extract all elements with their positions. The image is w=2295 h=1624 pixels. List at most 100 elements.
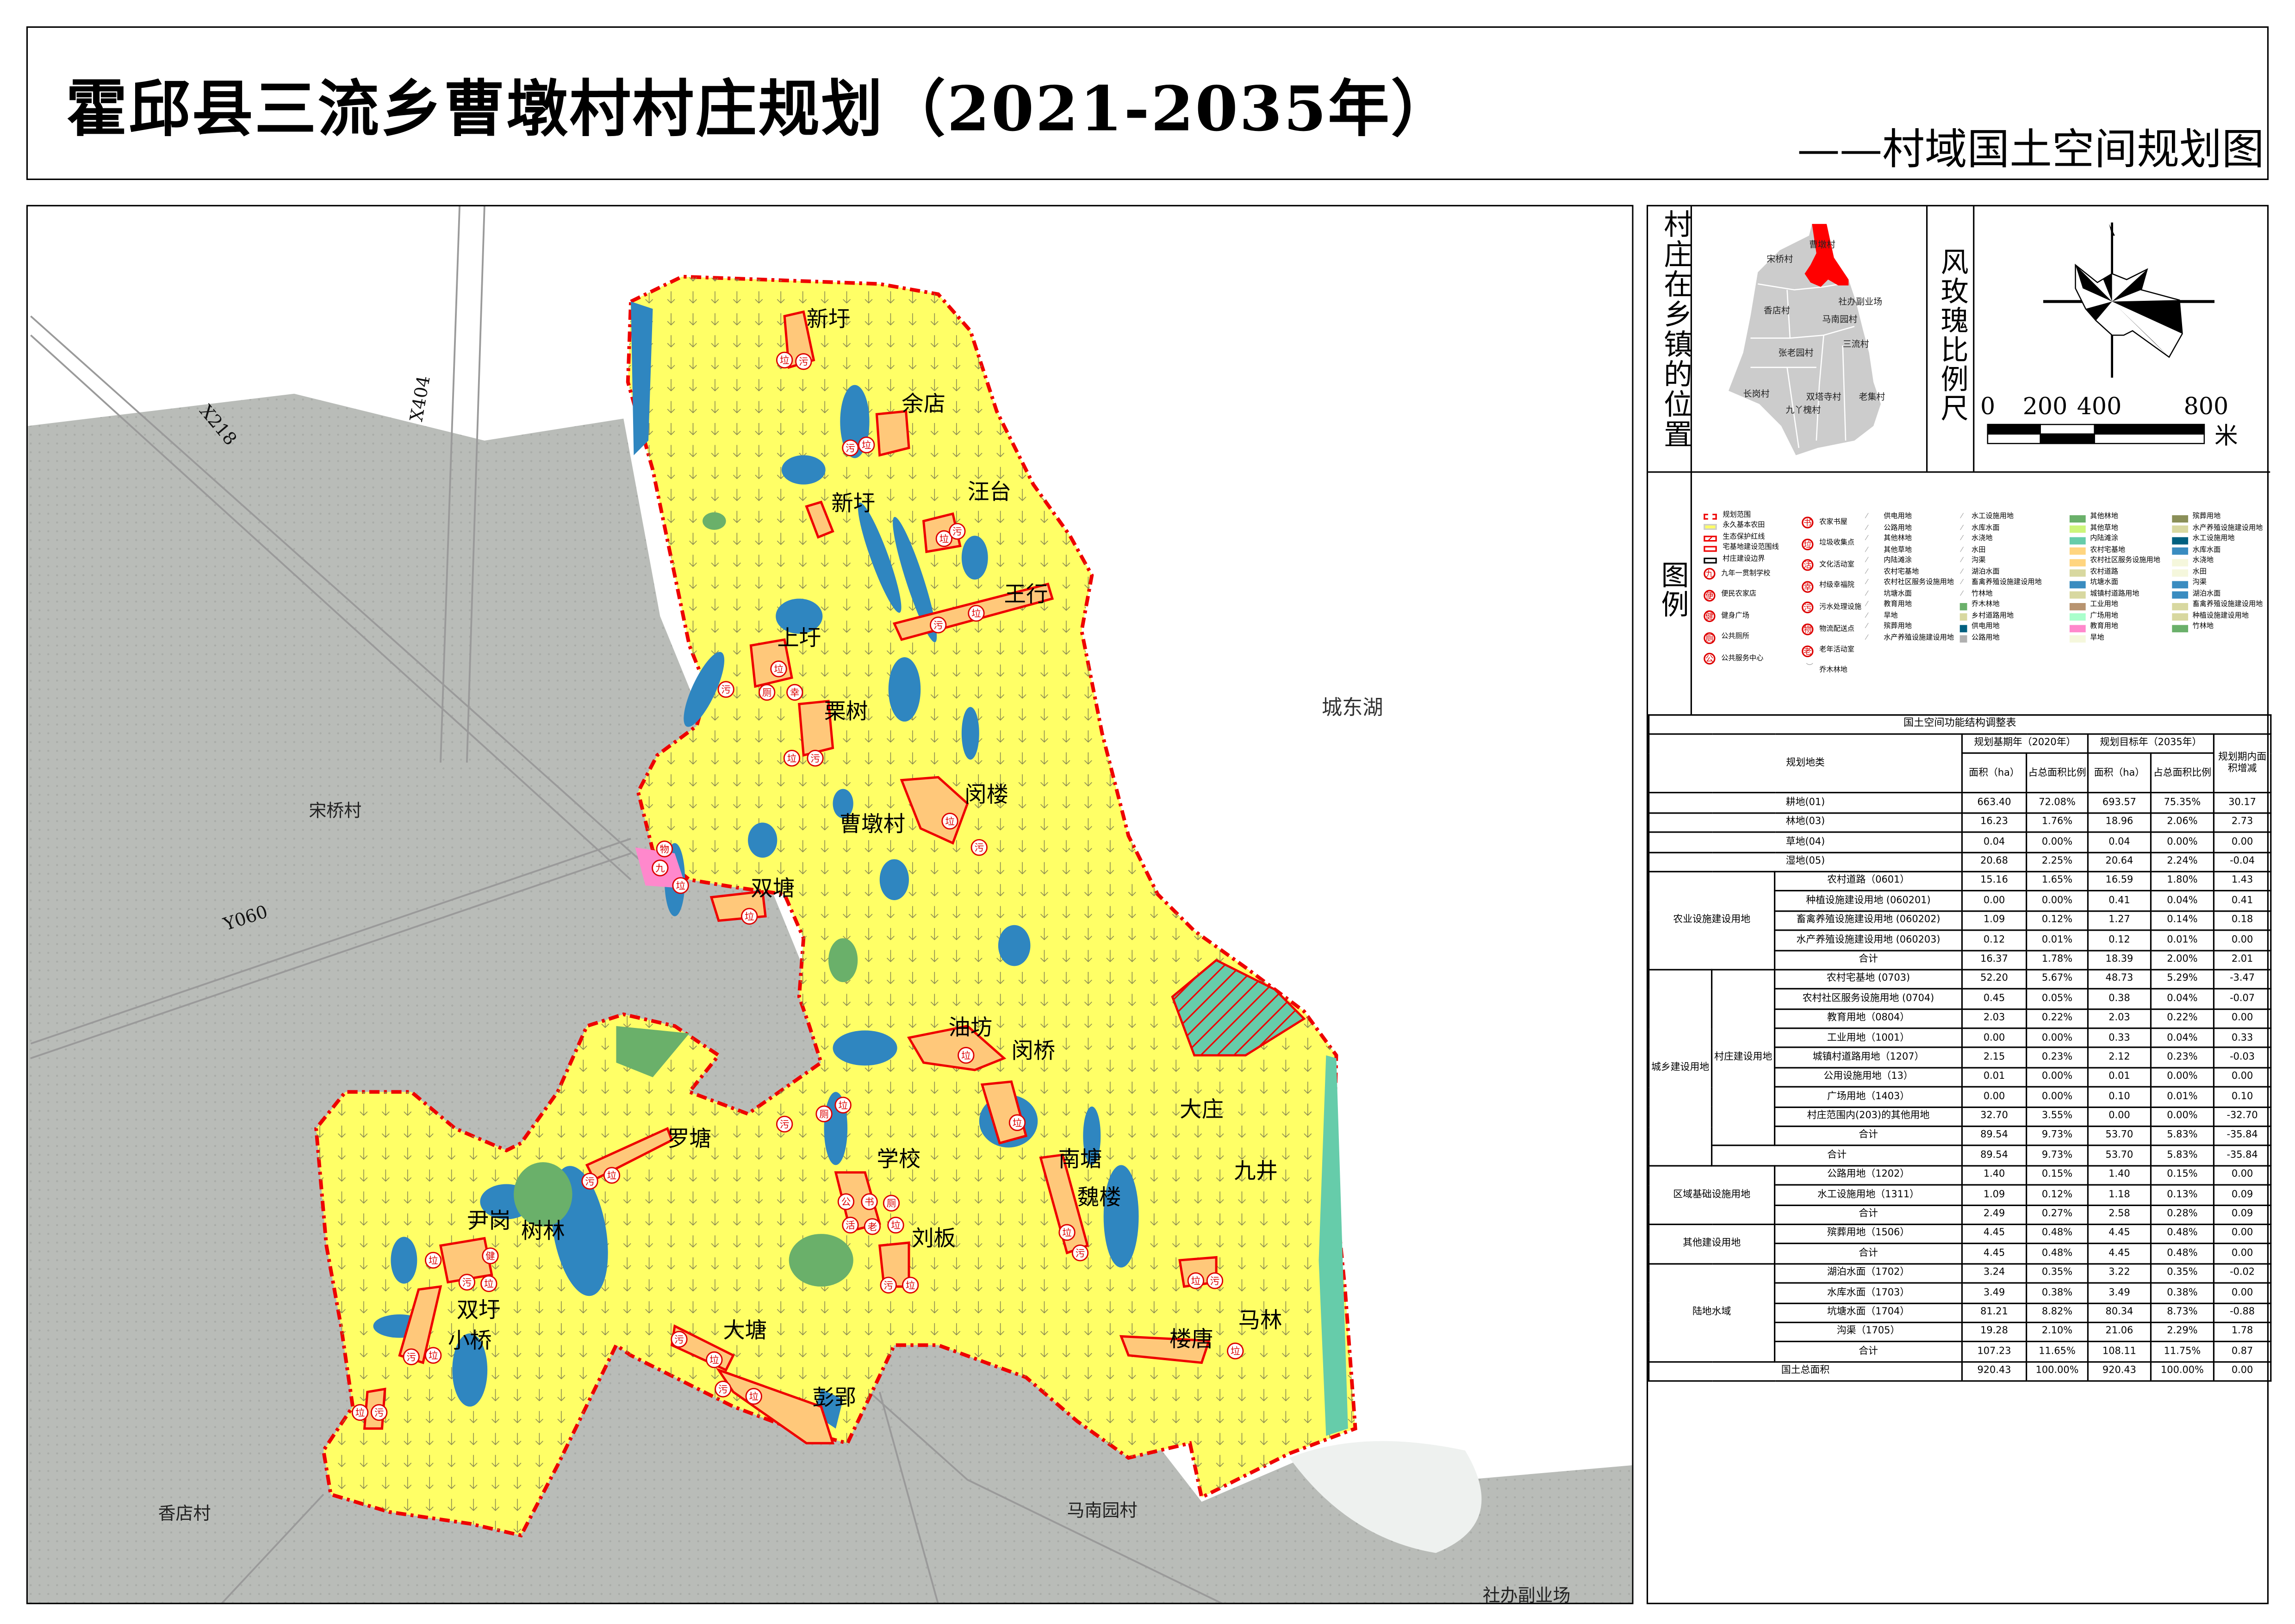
- facility-marker[interactable]: 垃: [783, 750, 801, 767]
- facility-marker[interactable]: 垃: [776, 351, 793, 369]
- value-cell: 3.49: [1961, 1282, 2028, 1304]
- value-cell: 80.34: [2087, 1302, 2152, 1323]
- value-cell: 0.00%: [2026, 1086, 2089, 1108]
- legend-item-label: 内陆滩涂: [2090, 535, 2118, 543]
- legend-item-label: 工业用地: [2090, 601, 2118, 609]
- settlement-label: 魏楼: [1077, 1185, 1121, 1210]
- value-cell: 2.24%: [2150, 851, 2215, 872]
- settlement-label: 尹岗: [467, 1208, 511, 1233]
- facility-marker[interactable]: 垃: [858, 436, 875, 454]
- facility-marker[interactable]: 垃: [968, 604, 985, 622]
- facility-marker[interactable]: 垃: [351, 1404, 369, 1421]
- value-cell: 0.28%: [2150, 1204, 2215, 1226]
- facility-marker[interactable]: 垃: [424, 1347, 442, 1364]
- value-cell: 1.76%: [2026, 812, 2089, 834]
- facility-icon: 老: [1802, 645, 1814, 657]
- facility-marker[interactable]: 垃: [958, 1047, 975, 1064]
- facility-marker[interactable]: 污: [671, 1331, 688, 1348]
- facility-marker[interactable]: 垃: [1227, 1342, 1244, 1360]
- facility-marker[interactable]: 污: [370, 1404, 388, 1421]
- legend-item-label: 水库水面: [1972, 524, 2000, 532]
- legend-swatch: [1704, 514, 1717, 520]
- facility-marker[interactable]: 垃: [887, 1216, 904, 1234]
- facility-marker[interactable]: 九: [652, 859, 669, 877]
- facility-marker[interactable]: 污: [717, 681, 734, 698]
- value-cell: 0.23%: [2026, 1047, 2089, 1069]
- facility-marker[interactable]: 污: [1206, 1272, 1224, 1289]
- facility-marker[interactable]: 污: [880, 1276, 897, 1294]
- facility-marker[interactable]: 书: [861, 1193, 878, 1210]
- settlement-label: 彭郢: [812, 1385, 856, 1411]
- facility-marker[interactable]: 垃: [603, 1167, 621, 1184]
- facility-marker[interactable]: 污: [581, 1173, 598, 1190]
- facility-marker[interactable]: 污: [715, 1381, 732, 1398]
- facility-marker[interactable]: 污: [458, 1274, 476, 1291]
- facility-marker[interactable]: 幸: [786, 684, 803, 701]
- facility-marker[interactable]: 厕: [759, 684, 776, 701]
- facility-icon: 健: [1704, 610, 1716, 622]
- value-cell: 0.04%: [2150, 1027, 2215, 1049]
- facility-marker[interactable]: 垃: [1187, 1272, 1205, 1289]
- facility-marker-char: 垃: [780, 355, 790, 366]
- value-cell: 89.54: [1961, 1145, 2028, 1167]
- legend-swatch: [2172, 536, 2189, 544]
- facility-marker[interactable]: 垃: [480, 1275, 498, 1292]
- legend-item-label: 九年一贯制学校: [1721, 570, 1771, 578]
- facility-marker[interactable]: 垃: [935, 530, 953, 548]
- legend-pattern-icon: ⁄: [1866, 568, 1867, 576]
- facility-marker[interactable]: 垃: [1058, 1224, 1076, 1241]
- facility-marker[interactable]: 厕: [883, 1195, 900, 1212]
- legend-item-label: 水产养殖设施建设用地: [1884, 634, 1954, 642]
- value-cell: 107.23: [1961, 1341, 2028, 1363]
- facility-marker[interactable]: 污: [1071, 1244, 1089, 1262]
- facility-marker[interactable]: 老: [864, 1218, 881, 1235]
- facility-marker[interactable]: 公: [837, 1193, 855, 1210]
- facility-marker[interactable]: 垃: [672, 877, 689, 894]
- facility-marker[interactable]: 垃: [741, 908, 758, 925]
- side-panel: 村庄在乡镇的位置 曹墩村 宋桥村 社办副业场 香店村 马南园村 三流村 张老园村 长岗村 双塔寺…: [1646, 205, 2272, 1605]
- value-cell: 0.15%: [2150, 1164, 2215, 1186]
- map-canvas[interactable]: 垃污污 垃垃污垃污垃污厕幸垃 污垃污物九垃垃垃垃垃污垃 污垃公书厕活老垃污 垃污垃污厕垃…: [28, 206, 1633, 1604]
- facility-marker-char: 垃: [971, 608, 981, 619]
- facility-marker[interactable]: 污: [807, 750, 824, 767]
- facility-marker[interactable]: 污: [776, 1115, 793, 1133]
- value-cell: 3.24: [1961, 1263, 2028, 1284]
- facility-marker[interactable]: 污: [970, 839, 988, 856]
- legend-pattern-icon: ⁄: [1961, 524, 1963, 532]
- facility-marker[interactable]: 污: [403, 1348, 420, 1365]
- facility-marker[interactable]: 垃: [1008, 1114, 1026, 1131]
- facility-marker[interactable]: 垃: [941, 813, 958, 830]
- column-header: 占总面积比例: [2150, 753, 2215, 794]
- facility-marker-char: 污: [406, 1351, 416, 1363]
- value-cell: -0.03: [2213, 1047, 2272, 1069]
- value-cell: 0.00: [2213, 929, 2272, 951]
- value-cell: 0.00: [1961, 890, 2028, 912]
- facility-marker[interactable]: 活: [842, 1216, 859, 1234]
- facility-marker[interactable]: 垃: [770, 660, 787, 678]
- facility-marker[interactable]: 垃: [424, 1251, 442, 1269]
- row-label: 国土总面积: [1648, 1361, 1963, 1382]
- forest-patches: [514, 512, 858, 1287]
- facility-marker[interactable]: 健: [482, 1247, 499, 1264]
- village-land-use-map[interactable]: 垃污污垃垃污垃污垃污厕幸垃污垃污物九垃垃垃垃垃污垃污垃公书厕活老垃污垃污垃污厕垃…: [26, 205, 1634, 1605]
- facility-marker[interactable]: 厕: [815, 1105, 833, 1122]
- facility-marker[interactable]: 垃: [706, 1351, 723, 1369]
- value-cell: 0.05%: [2026, 988, 2089, 1010]
- value-cell: 2.49: [1961, 1204, 2028, 1226]
- value-cell: 2.73: [2213, 812, 2272, 834]
- legend-item-label: 旱地: [2090, 634, 2104, 642]
- facility-marker[interactable]: 物: [656, 840, 673, 858]
- facility-marker[interactable]: 垃: [902, 1276, 919, 1294]
- legend-item-label: 农村宅基地: [2090, 547, 2126, 554]
- facility-marker[interactable]: 污: [842, 439, 859, 456]
- facility-marker[interactable]: 垃: [745, 1388, 762, 1405]
- facility-marker-char: 污: [933, 620, 943, 631]
- value-cell: 89.54: [1961, 1126, 2028, 1147]
- facility-marker[interactable]: 污: [930, 616, 947, 634]
- facility-marker-char: 污: [883, 1280, 893, 1291]
- value-cell: 1.80%: [2150, 871, 2215, 892]
- facility-marker[interactable]: 污: [949, 523, 966, 540]
- facility-marker[interactable]: 垃: [834, 1096, 852, 1114]
- facility-marker[interactable]: 污: [795, 353, 812, 370]
- settlement-label: 双塘: [751, 876, 795, 902]
